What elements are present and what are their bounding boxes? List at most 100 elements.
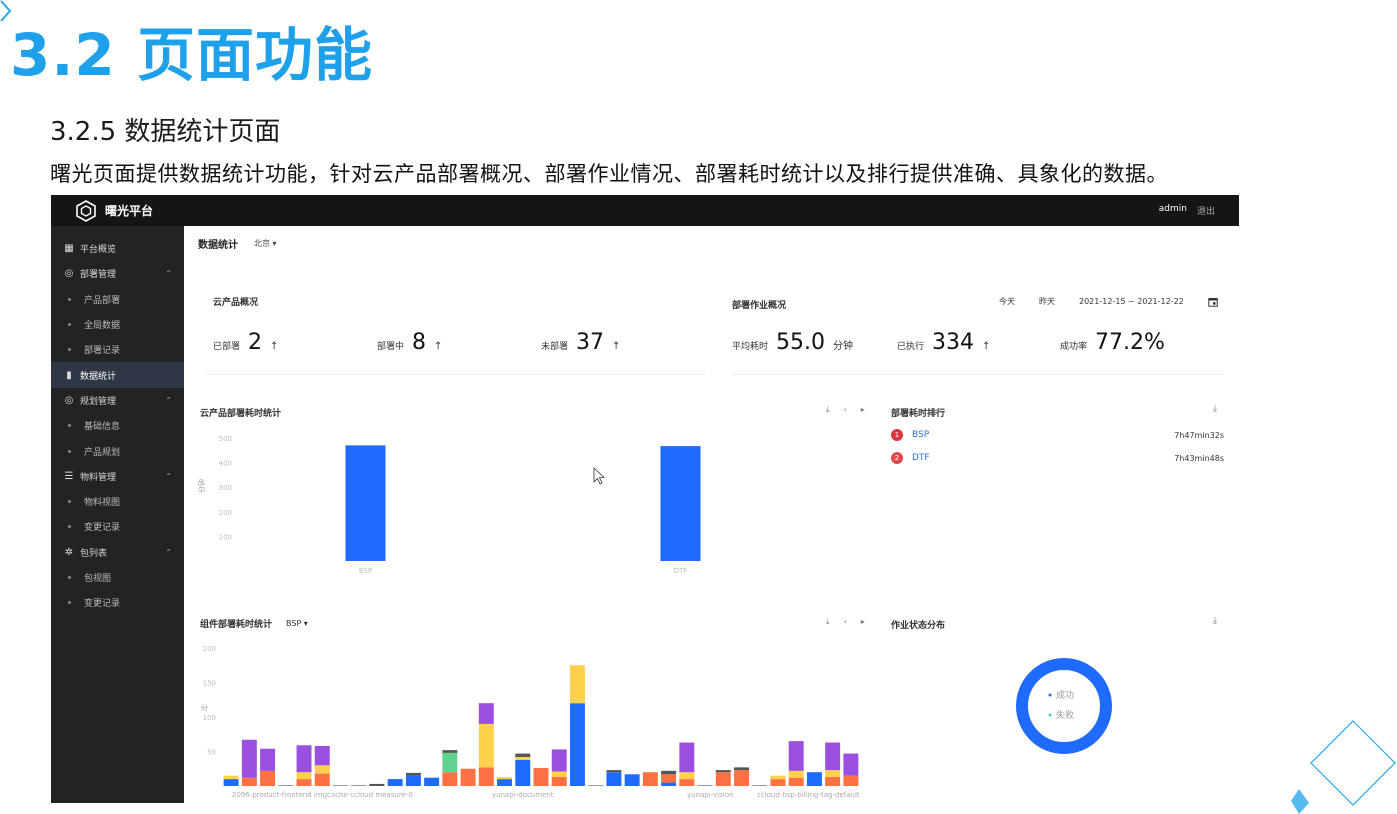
date-range-picker[interactable]: 2021-12-15 ~ 2021-12-22 bbox=[1079, 297, 1184, 306]
sidebar-item-label: 基础信息 bbox=[84, 422, 121, 433]
bar-segment bbox=[223, 775, 239, 780]
ranking-row[interactable]: 2 DTF 7h43min48s bbox=[891, 452, 1224, 464]
next-icon[interactable]: ▸ bbox=[860, 405, 865, 414]
bullet-icon bbox=[68, 449, 71, 453]
main-content: 数据统计 北京 ▾ 云产品概况 已部署 2 ↑ 部署中 8 ↑ 未部署 37 ↑ bbox=[184, 226, 1239, 803]
sidebar-item-label: 数据统计 bbox=[80, 371, 117, 382]
bar-segment bbox=[515, 753, 531, 758]
sidebar-item[interactable]: 基础信息 bbox=[51, 413, 184, 438]
up-arrow-icon: ↑ bbox=[982, 341, 991, 352]
sidebar-item[interactable]: ☰ 物料管理 ⌃ bbox=[51, 464, 184, 489]
bar-segment bbox=[606, 772, 622, 786]
bar-segment bbox=[223, 779, 239, 786]
y-tick-label: 500 bbox=[219, 435, 232, 443]
chevron-up-icon[interactable]: ⌃ bbox=[165, 471, 172, 481]
bar-segment bbox=[715, 772, 731, 786]
jobs-title: 部署作业概况 bbox=[732, 301, 787, 311]
y-tick-label: 300 bbox=[219, 484, 232, 492]
bar-segment bbox=[424, 777, 440, 786]
y-tick-label: 400 bbox=[219, 460, 232, 468]
component-filter-select[interactable]: BSP ▾ bbox=[286, 619, 308, 628]
cursor-icon bbox=[593, 467, 606, 485]
y-axis-label: 分钟 bbox=[198, 479, 206, 493]
bar-segment bbox=[715, 770, 731, 773]
sidebar-item[interactable]: ◎ 部署管理 ⌃ bbox=[51, 261, 184, 286]
sidebar-item-label: 平台概览 bbox=[80, 245, 117, 256]
logout-link[interactable]: 退出 bbox=[1196, 207, 1215, 217]
sidebar-item[interactable]: 包视图 bbox=[51, 565, 184, 590]
sidebar-item[interactable]: 物料视图 bbox=[51, 489, 184, 514]
sidebar-item-label: 变更记录 bbox=[84, 599, 121, 610]
x-tick-label: BSP bbox=[359, 567, 372, 575]
sidebar-item[interactable]: 部署记录 bbox=[51, 337, 184, 362]
bar-segment bbox=[606, 770, 622, 773]
bar-segment bbox=[588, 785, 604, 786]
chevron-up-icon[interactable]: ⌃ bbox=[165, 547, 172, 557]
bar-segment bbox=[260, 770, 276, 786]
sidebar-item[interactable]: 产品规划 bbox=[51, 438, 184, 463]
stat-label: 平均耗时 bbox=[732, 342, 769, 352]
stat-label: 成功率 bbox=[1060, 342, 1088, 352]
sidebar-item[interactable]: ✲ 包列表 ⌃ bbox=[51, 540, 184, 565]
bar-segment bbox=[369, 783, 385, 786]
status-chart-title: 作业状态分布 bbox=[891, 621, 946, 631]
bar-segment bbox=[497, 779, 513, 786]
sidebar-item[interactable]: 变更记录 bbox=[51, 514, 184, 539]
component-chart-title: 组件部署耗时统计 bbox=[200, 620, 273, 630]
duration-bar-chart: 100 200 300 400 500 分钟 BSP DTF bbox=[198, 435, 701, 575]
next-icon[interactable]: ▸ bbox=[860, 617, 865, 626]
prev-icon[interactable]: ‹ bbox=[843, 405, 847, 414]
chevron-up-icon[interactable]: ⌃ bbox=[165, 269, 172, 279]
sidebar-item-label: 部署管理 bbox=[80, 270, 117, 281]
download-icon[interactable]: ⤓ bbox=[1213, 616, 1217, 626]
chart-toolbar: ⤓ ‹ ▸ bbox=[826, 405, 865, 415]
stat-success-rate: 成功率 77.2% bbox=[1060, 330, 1165, 355]
bar-segment bbox=[442, 772, 458, 786]
page-title: 数据统计 bbox=[198, 240, 238, 251]
y-tick-label: 200 bbox=[219, 509, 232, 517]
bar-segment bbox=[679, 779, 695, 786]
legend-label: 失败 bbox=[1056, 709, 1074, 721]
overview-title: 云产品概况 bbox=[213, 298, 259, 308]
download-icon[interactable]: ⤓ bbox=[1213, 404, 1217, 414]
sidebar-item[interactable]: 全局数据 bbox=[51, 312, 184, 337]
download-icon[interactable]: ⤓ bbox=[826, 405, 830, 414]
bullet-icon bbox=[68, 348, 71, 352]
up-arrow-icon: ↑ bbox=[270, 341, 279, 352]
app-logo[interactable]: 曙光平台 bbox=[75, 199, 154, 222]
bar-segment bbox=[442, 750, 458, 753]
today-button[interactable]: 今天 bbox=[999, 297, 1015, 306]
y-tick-label: 100 bbox=[219, 533, 232, 541]
corner-decoration-icon bbox=[0, 0, 12, 22]
stat-label: 已执行 bbox=[897, 342, 925, 352]
up-arrow-icon: ↑ bbox=[434, 341, 443, 352]
bar-segment bbox=[241, 739, 257, 778]
bar-segment bbox=[788, 770, 804, 778]
region-select[interactable]: 北京 ▾ bbox=[254, 239, 277, 248]
sidebar-item[interactable]: ▦ 平台概览 bbox=[51, 236, 184, 261]
sidebar-item[interactable]: ◎ 规划管理 ⌃ bbox=[51, 388, 184, 413]
bullet-icon bbox=[68, 525, 71, 529]
top-bar: 曙光平台 admin 退出 bbox=[51, 195, 1239, 226]
user-name[interactable]: admin bbox=[1158, 204, 1187, 214]
sidebar-item[interactable]: ▮ 数据统计 bbox=[51, 362, 184, 388]
sidebar-item-label: 产品规划 bbox=[84, 447, 121, 458]
bar-segment bbox=[679, 742, 695, 773]
download-icon[interactable]: ⤓ bbox=[826, 617, 830, 626]
yesterday-button[interactable]: 昨天 bbox=[1039, 297, 1055, 306]
chevron-up-icon[interactable]: ⌃ bbox=[165, 395, 172, 405]
rank-name[interactable]: BSP bbox=[912, 430, 930, 440]
stat-undeployed: 未部署 37 ↑ bbox=[541, 330, 620, 355]
calendar-icon[interactable] bbox=[1208, 297, 1218, 307]
divider bbox=[206, 374, 706, 375]
app-name: 曙光平台 bbox=[105, 204, 154, 218]
sidebar-item[interactable]: 产品部署 bbox=[51, 287, 184, 312]
stat-deployed: 已部署 2 ↑ bbox=[213, 330, 278, 355]
rank-name[interactable]: DTF bbox=[912, 453, 930, 463]
app-window: 曙光平台 admin 退出 ▦ 平台概览 ◎ 部署管理 ⌃ 产品部署 全局数据 部署记录 ▮ 数据… bbox=[51, 195, 1239, 803]
bar-segment bbox=[296, 772, 312, 780]
ranking-row[interactable]: 1 BSP 7h47min32s bbox=[891, 429, 1224, 441]
sidebar-item[interactable]: 变更记录 bbox=[51, 590, 184, 615]
bar-segment bbox=[661, 782, 677, 786]
prev-icon[interactable]: ‹ bbox=[843, 617, 847, 626]
